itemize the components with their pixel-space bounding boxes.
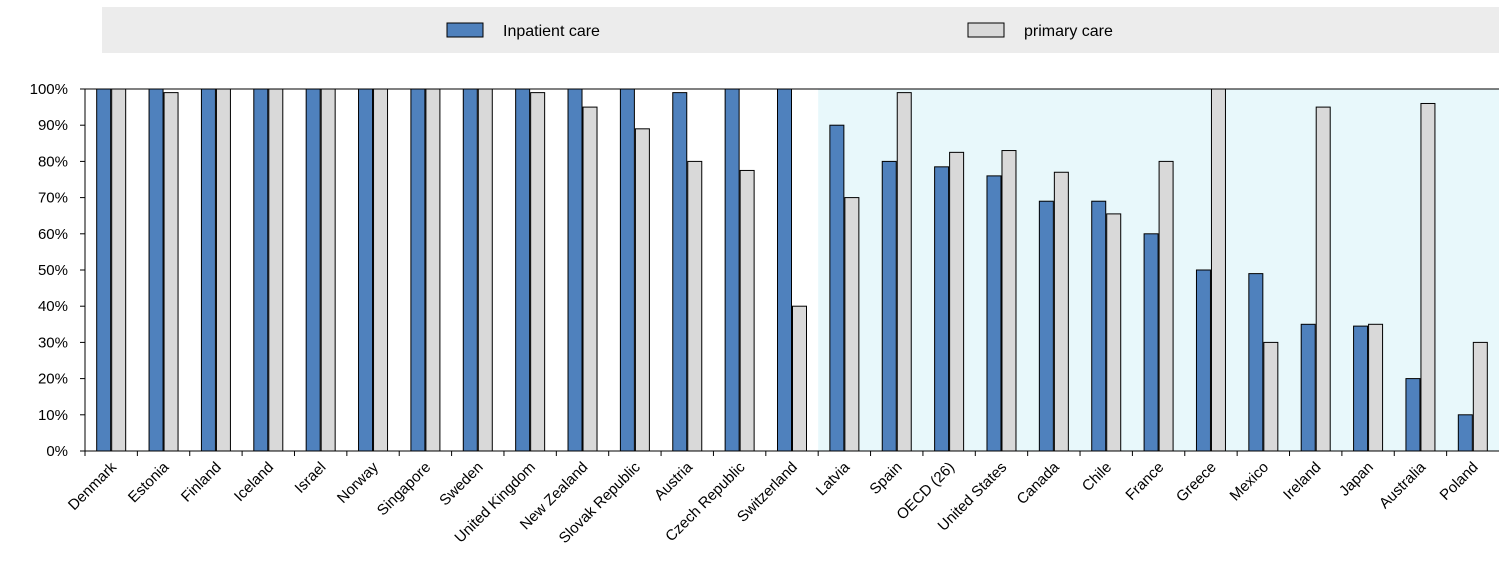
primary-care-bar-1: [163, 92, 179, 452]
inpatient-care-bar-15: [881, 160, 897, 452]
x-tick-label-20: France: [1122, 459, 1167, 504]
primary-care-bar-26: [1472, 341, 1488, 452]
y-tick-label-0: 0%: [46, 443, 68, 460]
primary-care-bar-14: [844, 197, 860, 452]
primary-care-bar-9: [582, 106, 598, 452]
y-tick-label-4: 40%: [38, 298, 68, 315]
primary-care-bar-4: [320, 88, 336, 452]
primary-care-bar-7: [477, 88, 493, 452]
primary-care-bar-21: [1210, 88, 1226, 452]
primary-care-bar-11: [687, 160, 703, 452]
x-tick-label-14: Latvia: [813, 458, 854, 499]
primary-care-bar-15: [896, 92, 912, 452]
y-tick-label-6: 60%: [38, 226, 68, 243]
legend: Inpatient care primary care: [446, 22, 1113, 40]
inpatient-care-bar-0: [96, 88, 112, 452]
legend-label-0: Inpatient care: [503, 23, 600, 40]
inpatient-care-bar-3: [253, 88, 269, 452]
x-tick-label-24: Japan: [1336, 459, 1377, 500]
inpatient-care-bar-26: [1457, 414, 1473, 452]
inpatient-care-bar-18: [1038, 200, 1054, 452]
x-tick-label-3: Iceland: [231, 459, 277, 505]
inpatient-care-bar-5: [358, 88, 374, 452]
primary-care-bar-8: [530, 92, 546, 452]
primary-care-bar-25: [1420, 102, 1436, 452]
x-tick-label-0: Denmark: [65, 458, 120, 513]
inpatient-care-bar-10: [619, 88, 635, 452]
primary-care-bar-23: [1315, 106, 1331, 452]
inpatient-care-bar-8: [515, 88, 531, 452]
inpatient-care-bar-17: [986, 175, 1002, 452]
x-tick-label-23: Ireland: [1280, 459, 1324, 503]
inpatient-care-bar-12: [724, 88, 740, 452]
x-tick-label-18: Canada: [1014, 458, 1064, 508]
y-tick-label-9: 90%: [38, 117, 68, 134]
inpatient-care-bar-7: [462, 88, 478, 452]
inpatient-care-bar-25: [1405, 378, 1421, 452]
primary-care-bar-5: [373, 88, 389, 452]
x-tick-label-25: Australia: [1376, 458, 1430, 512]
inpatient-care-bar-19: [1091, 200, 1107, 452]
legend-background: [102, 7, 1499, 53]
inpatient-care-bar-21: [1195, 269, 1211, 452]
x-tick-label-26: Poland: [1437, 459, 1482, 504]
y-tick-label-1: 10%: [38, 407, 68, 424]
inpatient-care-bar-22: [1248, 273, 1264, 452]
primary-care-bar-16: [949, 151, 965, 452]
x-axis: Denmark Estonia Finland Iceland Israel Norway…: [65, 450, 1499, 547]
primary-care-bar-24: [1368, 323, 1384, 452]
x-tick-label-4: Israel: [292, 459, 330, 497]
y-tick-label-5: 50%: [38, 262, 68, 279]
legend-swatch-0: [446, 22, 484, 38]
primary-care-bar-12: [739, 169, 755, 452]
legend-label-1: primary care: [1024, 23, 1113, 40]
primary-care-bar-18: [1053, 171, 1069, 452]
primary-care-bar-6: [425, 88, 441, 452]
x-tick-label-6: Singapore: [374, 459, 434, 519]
primary-care-bar-10: [634, 128, 650, 452]
bars: [96, 88, 1488, 452]
legend-swatch-1: [967, 22, 1005, 38]
y-axis: 0% 10% 20% 30% 40% 50% 60% 70% 80% 90% 100%: [30, 81, 1499, 460]
x-tick-label-7: Sweden: [436, 459, 486, 509]
x-tick-label-2: Finland: [178, 459, 225, 506]
primary-care-bar-3: [268, 88, 284, 452]
primary-care-bar-19: [1106, 213, 1122, 452]
primary-care-bar-13: [792, 305, 807, 452]
x-tick-label-11: Austria: [651, 458, 696, 503]
inpatient-care-bar-4: [305, 88, 321, 452]
primary-care-bar-2: [215, 88, 231, 452]
primary-care-bar-0: [111, 88, 127, 452]
y-tick-label-10: 100%: [30, 81, 68, 98]
y-tick-label-2: 20%: [38, 371, 68, 388]
inpatient-care-bar-6: [410, 88, 426, 452]
inpatient-care-bar-14: [829, 124, 845, 452]
inpatient-care-bar-2: [200, 88, 216, 452]
inpatient-care-bar-13: [777, 88, 792, 452]
x-tick-label-19: Chile: [1079, 459, 1115, 495]
inpatient-care-bar-9: [567, 88, 583, 452]
x-tick-label-5: Norway: [334, 458, 382, 506]
inpatient-care-bar-1: [148, 88, 164, 452]
primary-care-bar-17: [1001, 150, 1017, 452]
primary-care-bar-22: [1263, 341, 1279, 452]
y-tick-label-7: 70%: [38, 190, 68, 207]
inpatient-care-bar-11: [672, 92, 688, 452]
x-tick-label-15: Spain: [866, 459, 905, 498]
y-tick-label-3: 30%: [38, 334, 68, 351]
inpatient-care-bar-16: [934, 166, 950, 452]
inpatient-care-bar-20: [1143, 233, 1159, 452]
inpatient-care-bar-24: [1353, 325, 1369, 452]
x-tick-label-22: Mexico: [1227, 459, 1273, 505]
y-tick-label-8: 80%: [38, 153, 68, 170]
primary-care-bar-20: [1158, 160, 1174, 452]
x-tick-label-21: Greece: [1173, 459, 1220, 506]
x-tick-label-1: Estonia: [125, 458, 173, 506]
inpatient-care-bar-23: [1300, 323, 1316, 452]
